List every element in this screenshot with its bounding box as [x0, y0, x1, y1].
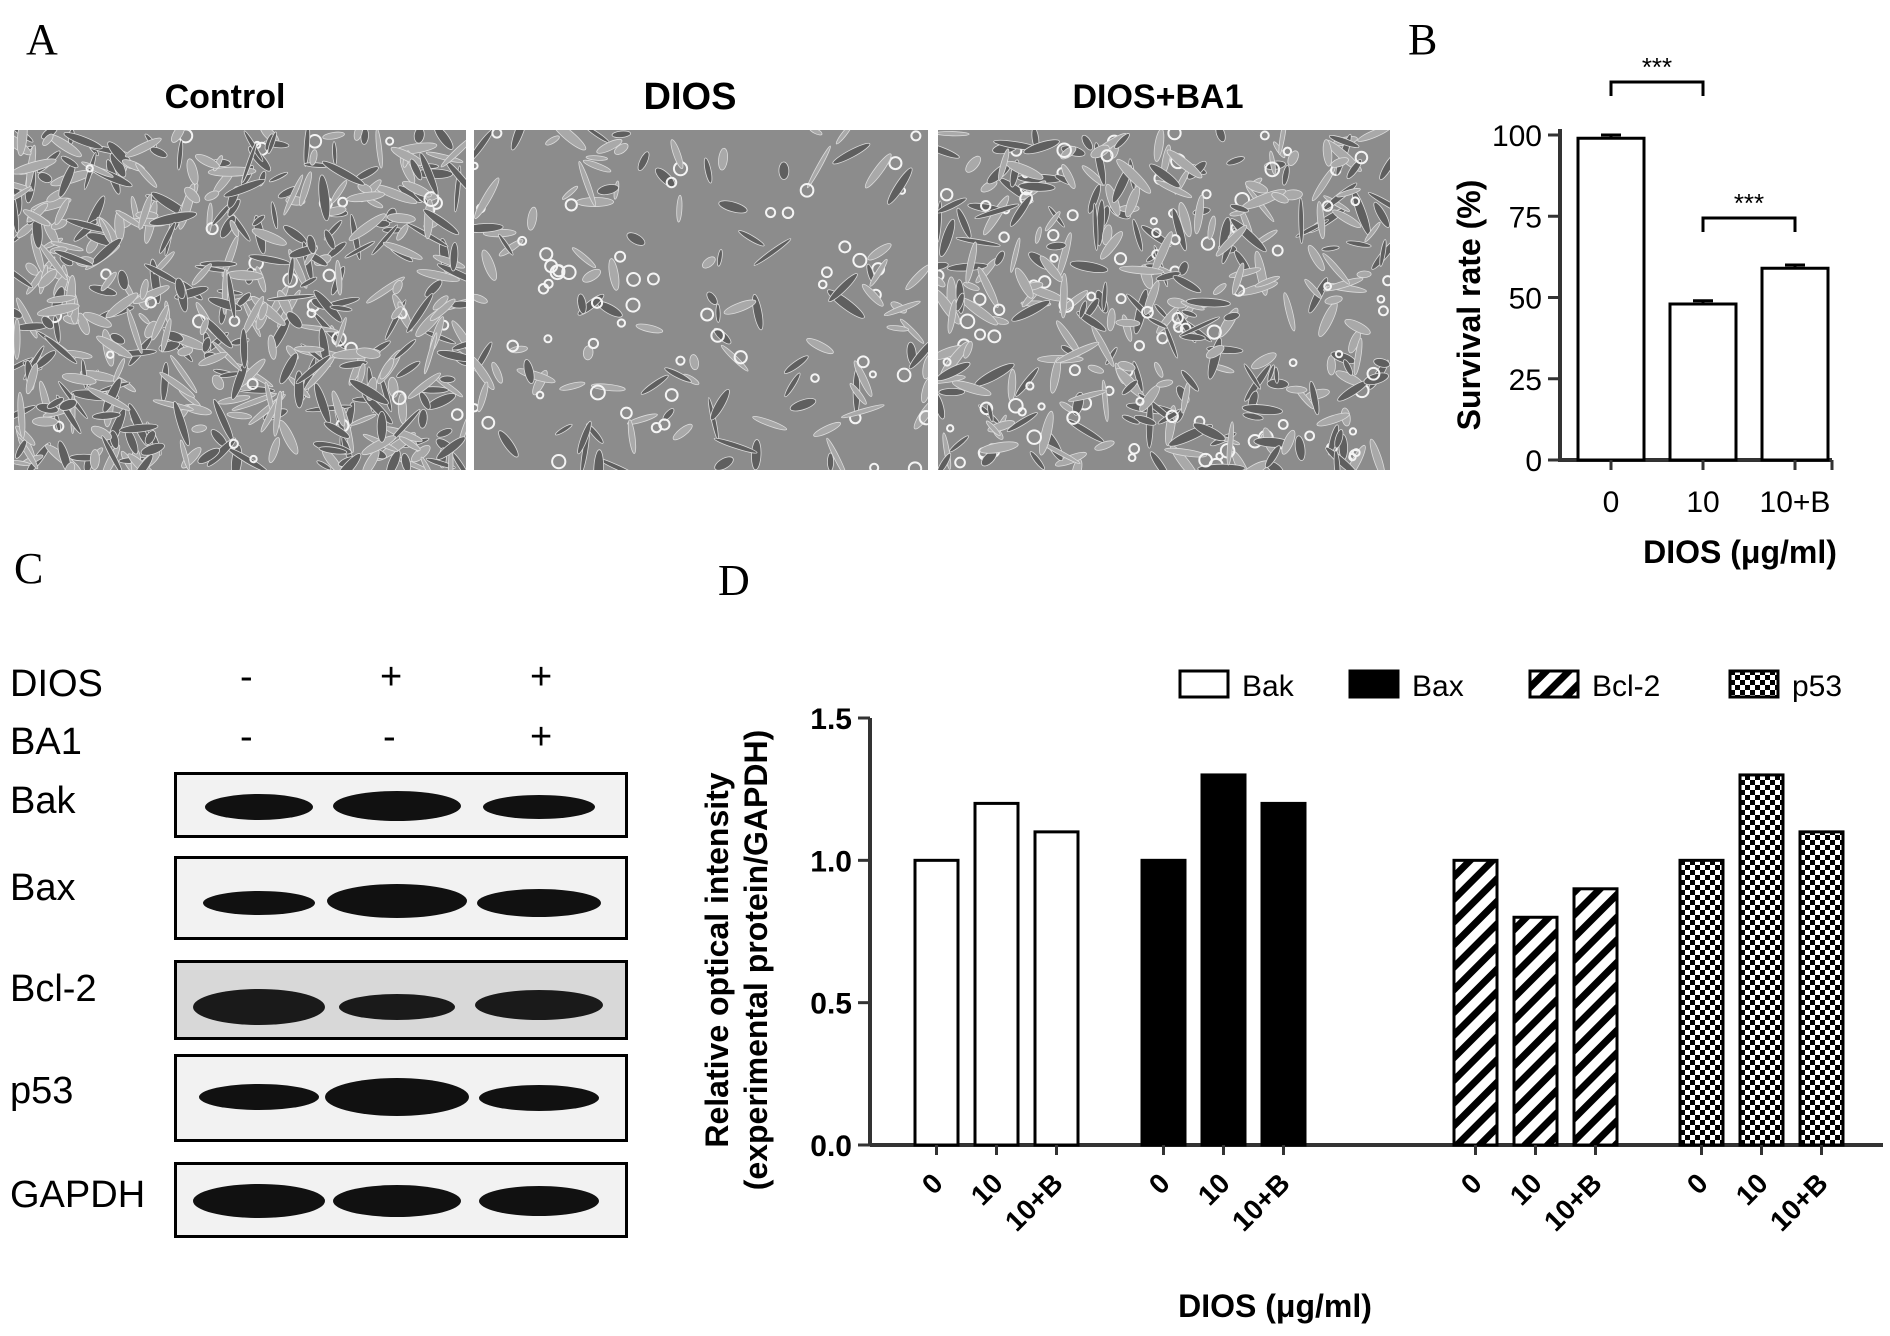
- blot-strip-p53: [174, 1054, 628, 1142]
- x-axis-label: DIOS (μg/ml): [1643, 534, 1837, 570]
- micrograph-title-control: Control: [164, 78, 286, 116]
- treatment-mark: +: [530, 716, 553, 758]
- protein-label-bak: Bak: [10, 780, 76, 822]
- x-tick-label: 10+B: [1760, 486, 1831, 519]
- legend-label: Bcl-2: [1592, 670, 1660, 703]
- bar-bax: [1140, 858, 1187, 1147]
- y-axis-label: Survival rate (%): [1451, 180, 1487, 431]
- x-tick-label: 0: [1681, 1167, 1714, 1200]
- significance-label: ***: [1734, 188, 1764, 218]
- treatment-mark: -: [240, 716, 253, 758]
- blot-strip-bax: [174, 856, 628, 940]
- y-tick-label: 25: [1509, 364, 1542, 397]
- blot-strip-bak: [174, 772, 628, 838]
- y-tick-label: 75: [1509, 201, 1542, 234]
- panel-label-d: D: [718, 556, 750, 605]
- bar-p53: [1678, 858, 1725, 1147]
- legend-label: p53: [1792, 670, 1842, 703]
- x-tick-label: 0: [1143, 1167, 1176, 1200]
- micrograph-title-dios-ba1: DIOS+BA1: [1072, 78, 1244, 116]
- x-tick-label: 0: [1455, 1167, 1488, 1200]
- blot-strip-gapdh: [174, 1162, 628, 1238]
- treatment-label-dios: DIOS: [10, 663, 103, 705]
- bar-bcl2: [1572, 887, 1619, 1147]
- micrograph-dios-ba1: [938, 130, 1390, 470]
- legend-swatch: [1348, 669, 1400, 699]
- x-tick-label: 10+B: [999, 1167, 1069, 1237]
- significance-bracket: [1701, 216, 1797, 232]
- y-axis-label-line1: Relative optical intensity: [699, 772, 735, 1147]
- protein-label-bcl2: Bcl-2: [10, 968, 97, 1010]
- legend-label: Bax: [1412, 670, 1464, 703]
- panel-label-c: C: [14, 544, 44, 593]
- significance-bracket: [1609, 80, 1705, 96]
- x-tick-label: 10: [1504, 1167, 1548, 1211]
- y-tick-label: 50: [1509, 283, 1542, 316]
- y-tick-label: 1.0: [810, 845, 852, 878]
- treatment-label-ba1: BA1: [10, 721, 82, 763]
- y-tick-label: 1.5: [810, 703, 852, 736]
- x-tick-label: 10: [965, 1167, 1009, 1211]
- x-tick-label: 0: [1603, 486, 1620, 519]
- x-tick-label: 10: [1192, 1167, 1236, 1211]
- x-tick-label: 10+B: [1538, 1167, 1608, 1237]
- treatment-mark: -: [240, 656, 253, 698]
- bar-p53: [1798, 830, 1845, 1147]
- micrograph-dios: [474, 130, 928, 470]
- protein-label-gapdh: GAPDH: [10, 1174, 146, 1216]
- treatment-mark: -: [383, 716, 396, 758]
- bar-p53: [1738, 773, 1785, 1147]
- bar-bak: [1033, 830, 1080, 1147]
- x-tick-label: 0: [916, 1167, 949, 1200]
- legend-label: Bak: [1242, 670, 1295, 703]
- bar-bak: [973, 801, 1020, 1147]
- protein-label-p53: p53: [10, 1070, 74, 1112]
- x-tick-label: 10+B: [1764, 1167, 1834, 1237]
- legend-swatch: [1178, 669, 1230, 699]
- y-axis-label-line2: (experimental protein/GAPDH): [738, 730, 774, 1191]
- y-tick-label: 0.0: [810, 1130, 852, 1163]
- protein-label-bax: Bax: [10, 867, 76, 909]
- blot-strip-bcl2: [174, 960, 628, 1040]
- x-tick-label: 10: [1730, 1167, 1774, 1211]
- panel-label-b: B: [1408, 15, 1438, 64]
- y-tick-label: 0.5: [810, 988, 852, 1021]
- x-tick-label: 10: [1686, 486, 1719, 519]
- y-tick-label: 100: [1492, 120, 1542, 153]
- legend-swatch: [1528, 669, 1580, 699]
- bar-bcl2: [1512, 915, 1559, 1147]
- treatment-mark: +: [530, 656, 553, 698]
- micrograph-title-dios: DIOS: [643, 76, 737, 118]
- micrograph-control: [14, 130, 466, 470]
- survival-bar: [1576, 136, 1646, 462]
- legend-swatch: [1728, 669, 1780, 699]
- survival-bar: [1760, 266, 1830, 462]
- x-tick-label: 10+B: [1226, 1167, 1296, 1237]
- survival-rate-chart: 0 25 50 75 100 0 10 10+B *** *** Survival rate (%)…: [1451, 52, 1837, 570]
- bar-bcl2: [1452, 858, 1499, 1147]
- y-tick-label: 0: [1525, 445, 1542, 478]
- bar-bax: [1260, 801, 1307, 1147]
- x-axis-label: DIOS (μg/ml): [1178, 1288, 1372, 1324]
- bar-bak: [913, 858, 960, 1147]
- survival-bar: [1668, 302, 1738, 462]
- bar-bax: [1200, 773, 1247, 1147]
- panel-label-a: A: [26, 15, 58, 64]
- treatment-mark: +: [380, 656, 403, 698]
- significance-label: ***: [1642, 52, 1672, 82]
